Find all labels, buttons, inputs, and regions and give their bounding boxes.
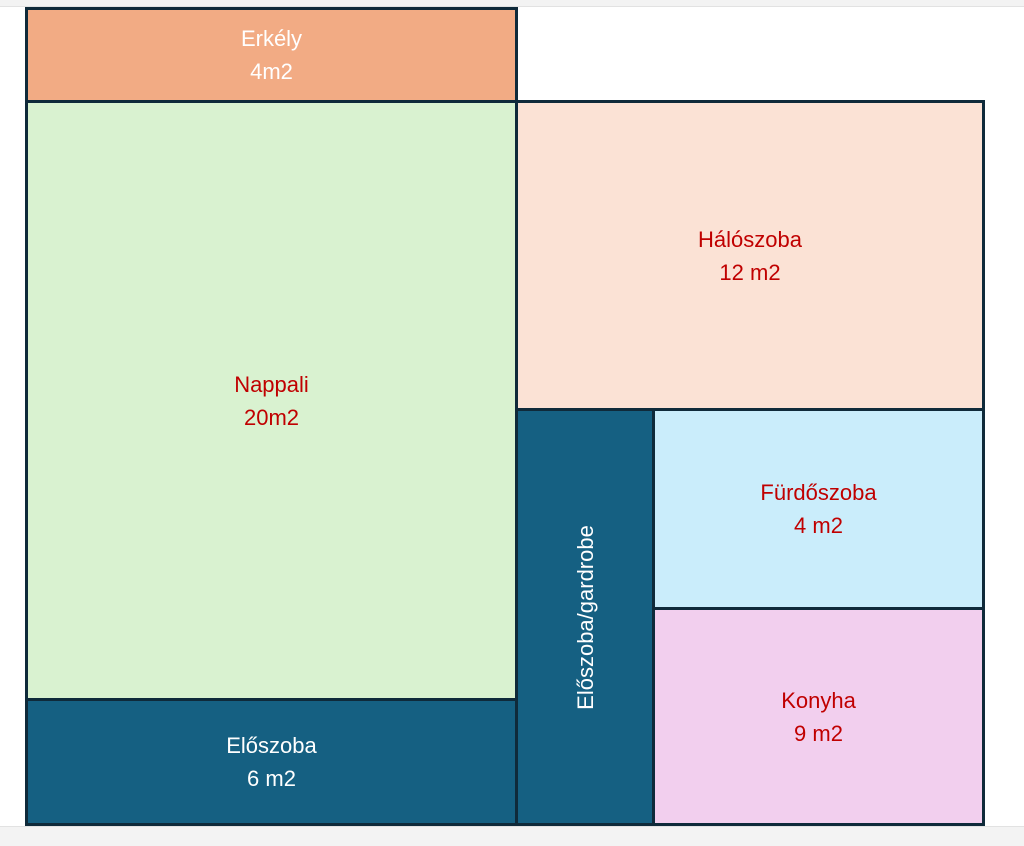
room-area: 6 m2 <box>247 766 296 791</box>
room-name: Előszoba <box>226 733 317 758</box>
room-name: Előszoba/gardrobe <box>572 524 598 710</box>
top-edge <box>0 0 1024 7</box>
room-name: Nappali <box>234 371 309 397</box>
room-konyha: Konyha 9 m2 <box>652 607 985 826</box>
room-area: 4m2 <box>250 59 293 84</box>
room-eloszoba-gardrobe: Előszoba/gardrobe <box>515 408 655 826</box>
room-area: 9 m2 <box>794 720 843 746</box>
room-name: Konyha <box>781 687 856 713</box>
bottom-edge <box>0 826 1024 846</box>
room-name: Fürdőszoba <box>760 480 877 505</box>
room-area: 20m2 <box>243 404 300 430</box>
room-furdoszoba: Fürdőszoba 4 m2 <box>652 408 985 610</box>
room-haloszoba: Hálószoba 12 m2 <box>515 100 985 411</box>
room-nappali: Nappali 20m2 <box>25 100 518 701</box>
room-area: 12 m2 <box>719 259 781 285</box>
room-eloszoba: Előszoba 6 m2 <box>25 698 518 826</box>
room-area: 4 m2 <box>794 513 843 538</box>
room-name: Hálószoba <box>698 226 802 252</box>
room-name: Erkély <box>240 26 303 51</box>
room-erkely: Erkély 4m2 <box>25 7 518 103</box>
